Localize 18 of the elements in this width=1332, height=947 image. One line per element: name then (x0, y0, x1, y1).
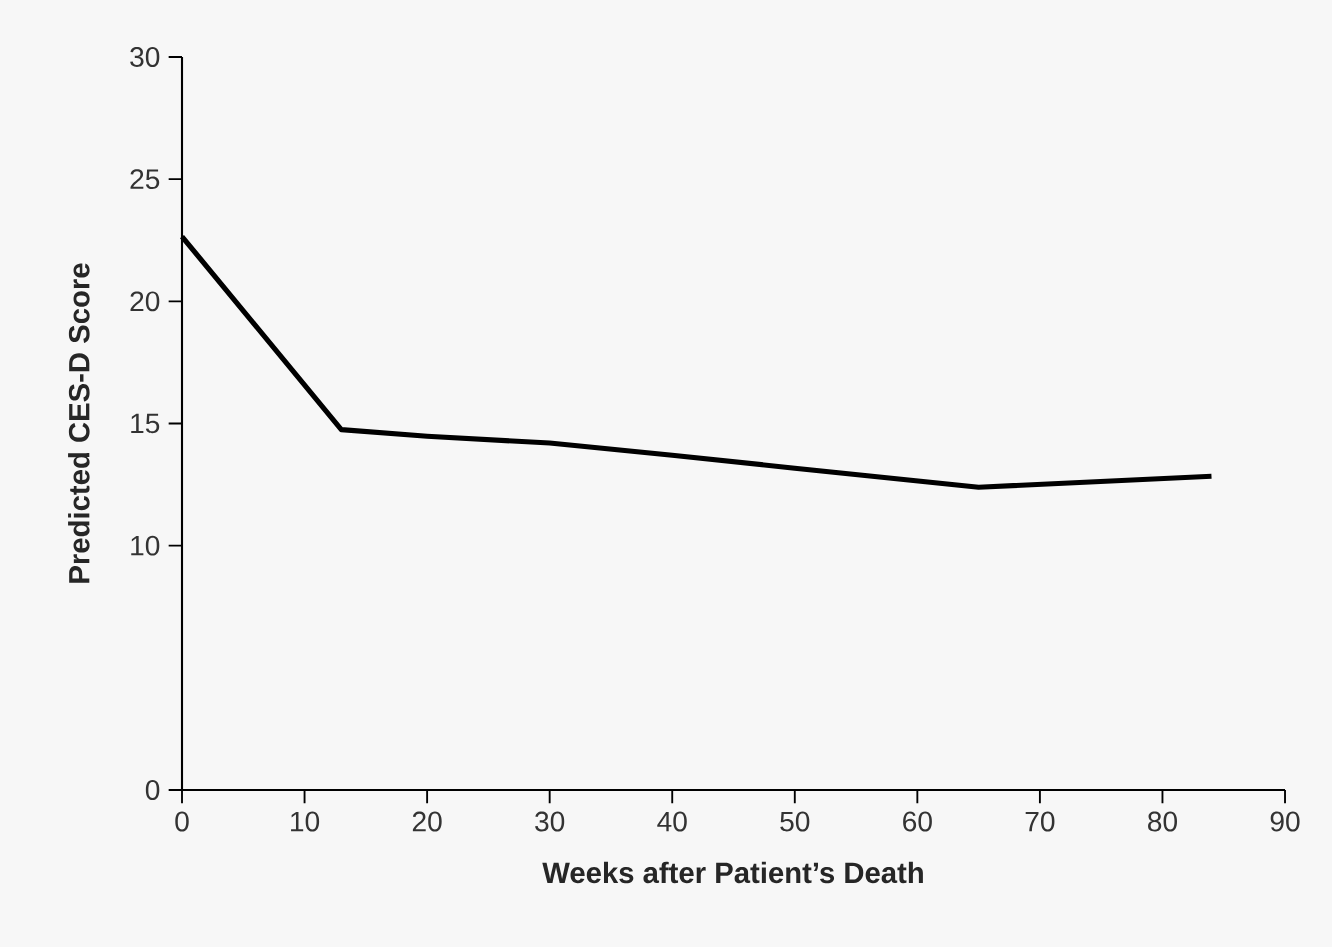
x-tick-label: 60 (903, 811, 932, 832)
y-tick-label: 30 (130, 47, 160, 67)
x-tick-label: 90 (1270, 811, 1300, 832)
x-tick-label: 0 (175, 811, 189, 832)
y-axis-title: Predicted CES-D Score (68, 263, 90, 583)
x-tick-label: 70 (1025, 811, 1055, 832)
y-tick-label: 25 (130, 169, 160, 190)
x-tick-label: 30 (535, 811, 565, 832)
x-tick-label: 80 (1148, 811, 1178, 832)
x-tick-label: 50 (780, 811, 810, 832)
x-tick-label: 20 (412, 811, 442, 832)
y-tick-label: 15 (131, 413, 160, 434)
y-tick-label: 20 (130, 291, 160, 312)
x-tick-label: 40 (657, 811, 687, 832)
x-axis-title: Weeks after Patient’s Death (542, 861, 923, 884)
y-tick-label: 0 (145, 780, 160, 800)
y-tick-label: 10 (131, 535, 160, 556)
x-tick-label: 10 (291, 811, 320, 832)
